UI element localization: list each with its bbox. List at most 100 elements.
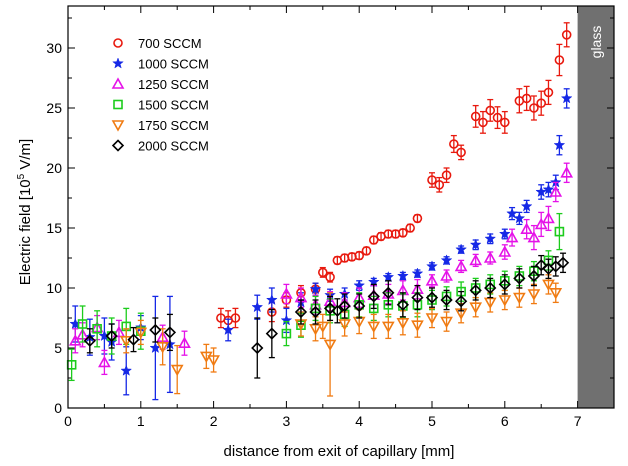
data-point [309, 282, 322, 295]
data-point [536, 98, 547, 108]
data-point [554, 55, 565, 65]
legend-entry-label: 1250 SCCM [138, 77, 209, 92]
data-point [513, 292, 526, 305]
legend-entry-label: 2000 SCCM [138, 139, 209, 154]
x-tick-label: 6 [501, 413, 509, 429]
y-tick-label: 10 [46, 280, 62, 296]
data-point [521, 93, 532, 104]
data-point [469, 253, 483, 266]
data-point [405, 223, 415, 233]
data-point [498, 278, 511, 291]
data-point [478, 117, 488, 128]
data-point [440, 316, 453, 329]
series-2000-sccm [83, 252, 570, 379]
x-tick-label: 3 [283, 413, 291, 429]
data-point [338, 299, 351, 313]
data-point [398, 228, 408, 238]
data-point [425, 291, 439, 304]
y-tick-label: 5 [54, 340, 62, 356]
data-point [156, 341, 169, 354]
data-point [149, 323, 162, 337]
data-point [426, 260, 438, 272]
data-point [411, 320, 424, 332]
data-point [560, 166, 574, 178]
data-point [178, 336, 191, 349]
data-point [542, 211, 555, 224]
data-point [535, 185, 548, 198]
data-point [449, 139, 459, 149]
data-point [163, 326, 177, 339]
data-point [440, 269, 453, 281]
data-point [134, 327, 148, 340]
data-point [338, 319, 351, 331]
data-point [520, 222, 533, 234]
y-axis-label-main: Electric field [10 [17, 179, 34, 285]
data-point [77, 319, 88, 329]
plot-frame [67, 5, 615, 409]
legend-marker [112, 57, 124, 69]
x-tick-label: 7 [574, 413, 582, 429]
legend: 700 SCCM 1000 SCCM 1250 SCCM 1500 SCCM 1750 … [111, 36, 209, 154]
data-point [434, 180, 445, 190]
data-point [505, 230, 519, 243]
data-point [560, 92, 573, 104]
data-point [119, 335, 133, 348]
data-point [331, 304, 344, 317]
data-point [483, 297, 497, 310]
y-axis-label-exponent: 5 [16, 173, 27, 179]
data-point [367, 290, 380, 303]
legend-marker [113, 99, 123, 110]
data-point [120, 364, 133, 376]
y-axis-label-unit: V/m] [17, 139, 34, 174]
data-point [554, 226, 565, 237]
data-point [484, 232, 497, 244]
data-point [265, 293, 278, 306]
data-point [534, 217, 548, 230]
data-point [396, 298, 410, 311]
x-tick-label: 1 [137, 413, 145, 429]
data-point [520, 200, 533, 212]
data-point [506, 207, 518, 219]
x-tick-label: 4 [355, 413, 363, 429]
data-point [470, 111, 481, 122]
data-point [323, 302, 337, 315]
data-point [251, 341, 264, 355]
data-point [454, 295, 468, 308]
data-point [513, 212, 526, 224]
data-point [316, 321, 330, 334]
data-point [68, 334, 82, 346]
data-point [382, 286, 395, 299]
data-point [396, 269, 409, 282]
glass-band [577, 6, 614, 408]
y-tick-label: 25 [46, 100, 62, 116]
data-point [529, 103, 539, 113]
data-point [527, 269, 541, 283]
data-point [317, 267, 328, 278]
data-point [492, 112, 503, 123]
data-point [455, 243, 468, 255]
data-point [411, 291, 424, 304]
data-point [92, 323, 102, 334]
data-point [484, 281, 497, 295]
data-point [498, 295, 512, 307]
legend-marker [113, 38, 123, 48]
data-point [280, 287, 293, 299]
data-point [382, 270, 395, 283]
glass-label: glass [588, 26, 604, 59]
data-point [381, 321, 395, 334]
data-point [499, 117, 510, 128]
y-tick-label: 30 [46, 40, 62, 56]
data-point [98, 355, 111, 368]
data-point [561, 29, 572, 40]
data-point [294, 305, 308, 319]
data-point [549, 185, 563, 197]
data-point [513, 272, 526, 285]
data-point [543, 87, 554, 98]
data-point [353, 299, 366, 313]
data-point [485, 105, 496, 116]
data-point [354, 250, 365, 261]
data-point [556, 256, 570, 269]
data-point [323, 339, 337, 352]
x-axis-label: distance from exit of capillary [mm] [224, 443, 455, 460]
